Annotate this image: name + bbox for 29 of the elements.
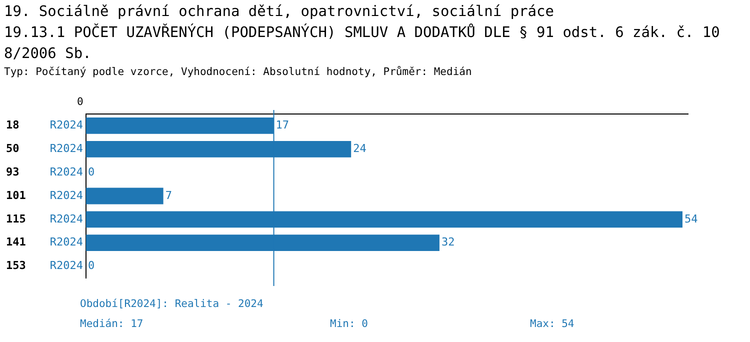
text: R2024: [50, 236, 83, 249]
data-label: 24: [353, 142, 367, 155]
text: R2024: [50, 259, 83, 272]
data-label: 0: [88, 259, 95, 272]
y-tick-label: 141: [6, 236, 26, 249]
text: R2024: [50, 165, 83, 178]
series-label: R2024: [50, 118, 84, 132]
data-label: 0: [88, 165, 95, 178]
bar: [86, 188, 164, 204]
text: 0: [77, 96, 84, 108]
data-label: 32: [441, 236, 455, 249]
text: R2024: [50, 188, 83, 202]
y-tick-label: 153: [6, 259, 26, 272]
y-tick-label: 115: [6, 212, 26, 226]
data-label: 17: [276, 118, 290, 132]
y-tick-label: 18: [6, 118, 20, 132]
text: Medián: 17: [80, 318, 144, 330]
data-label: 54: [684, 212, 698, 226]
text: R2024: [50, 212, 83, 226]
y-tick-label: 50: [6, 142, 20, 155]
chart-subtitle: Typ: Počítaný podle vzorce, Vyhodnocení: Absolutní hodnoty, Průměr: Medián: [4, 66, 472, 78]
text: Min: 0: [330, 318, 368, 330]
chart-title: 19. Sociálně právní ochrana dětí, opatrovnictví, sociální práce 19.13.1 POČET UZAVŘENÝCH (PODEPSANÝCH) SMLUV A DODATKŮ DLE § 91 odst. 6 zák. č. 108/2006 Sb.: [4, 3, 721, 64]
y-tick-label: 93: [6, 165, 20, 178]
data-label: 7: [165, 188, 172, 202]
text: R2024: [50, 142, 83, 155]
y-tick-label: 101: [6, 188, 26, 202]
text: Období[R2024]: Realita - 2024: [80, 298, 264, 310]
text: Max: 54: [530, 318, 574, 330]
